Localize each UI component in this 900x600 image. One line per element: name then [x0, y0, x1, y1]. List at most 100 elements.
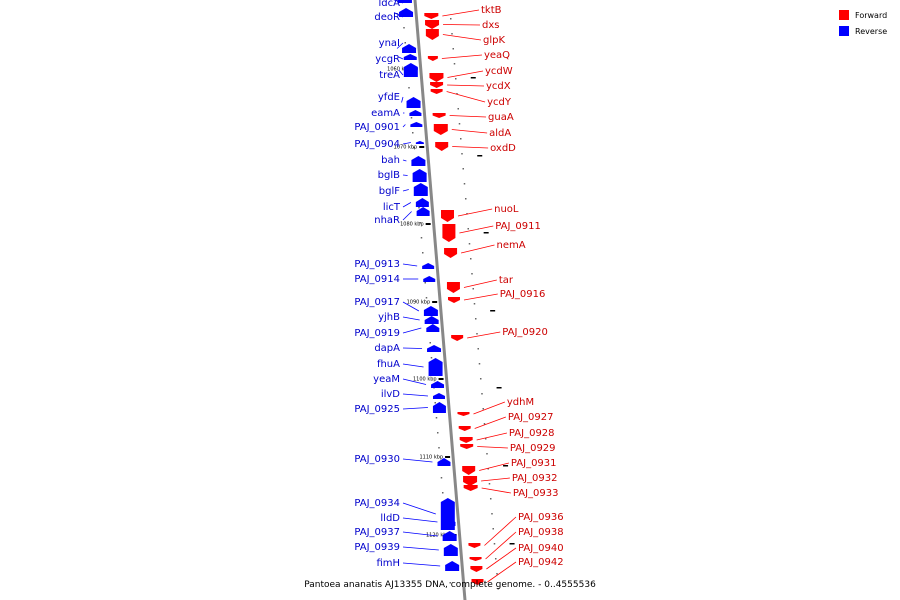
forward-gene-leader [484, 516, 517, 546]
marker-dot [496, 573, 498, 575]
reverse-gene-leader [402, 316, 420, 321]
reverse-gene-leader [398, 69, 404, 76]
reverse-gene-leader [402, 531, 438, 537]
marker-dot [482, 408, 484, 410]
forward-gene: tar [446, 275, 514, 293]
reverse-gene: PAJ_0913 [354, 259, 435, 270]
marker-dot [481, 393, 483, 395]
marker-dot [404, 42, 406, 44]
reverse-gene-label: yjhB [378, 312, 400, 323]
marker-dot [418, 207, 420, 209]
marker-dot [430, 357, 433, 359]
forward-gene-leader [446, 91, 486, 103]
tick-mark-right [483, 232, 489, 234]
reverse-gene-arrow [403, 54, 417, 60]
forward-gene-label: nuoL [494, 204, 519, 215]
forward-gene-label: PAJ_0938 [518, 527, 564, 538]
reverse-gene-label: eamA [371, 108, 400, 119]
forward-gene: PAJ_0911 [442, 221, 541, 242]
marker-dot [411, 132, 414, 134]
marker-dot [478, 363, 481, 365]
forward-gene-label: tktB [481, 5, 502, 16]
forward-gene-leader [443, 24, 480, 26]
reverse-gene: deoR [374, 8, 414, 23]
forward-gene-leader [442, 34, 482, 41]
reverse-gene: PAJ_0930 [354, 454, 451, 466]
reverse-gene-label: PAJ_0939 [354, 542, 400, 553]
reverse-gene: yfdE [378, 92, 421, 108]
reverse-gene: PAJ_0939 [354, 542, 458, 556]
reverse-gene-label: PAJ_0904 [354, 139, 400, 150]
forward-gene-label: ycdW [485, 66, 513, 77]
reverse-gene-arrow [413, 183, 428, 196]
reverse-gene-arrow [443, 544, 458, 556]
reverse-gene-leader [402, 202, 412, 208]
marker-dot [491, 513, 493, 515]
reverse-gene-leader [402, 301, 420, 312]
reverse-gene: ycgR [375, 54, 417, 65]
position-ticks: 1060 kbp 1070 kbp 1080 kbp 1090 kbp 1100 kbp… [387, 67, 515, 545]
reverse-gene-arrow [427, 345, 442, 352]
marker-dot [484, 438, 487, 440]
reverse-gene-leader [402, 189, 409, 192]
forward-gene-label: dxs [482, 20, 499, 31]
marker-dot [451, 33, 453, 35]
forward-gene-leader [451, 129, 488, 134]
reverse-gene-label: ycgR [375, 54, 400, 65]
reverse-gene-leader [402, 363, 424, 368]
forward-gene-leader [463, 293, 498, 301]
reverse-gene-leader [402, 378, 427, 385]
forward-gene-label: yeaQ [484, 50, 510, 61]
forward-gene-arrow [435, 142, 449, 151]
reverse-gene-label: nhaR [374, 215, 400, 226]
forward-gene-arrow [458, 426, 471, 431]
reverse-gene-label: licT [383, 202, 401, 213]
forward-gene-arrow [429, 73, 444, 82]
reverse-gene-arrow [423, 276, 436, 282]
reverse-gene-label: PAJ_0913 [354, 259, 400, 270]
forward-gene-arrow [440, 210, 454, 222]
forward-gene-label: aldA [489, 128, 511, 139]
forward-gene: nuoL [440, 204, 519, 222]
marker-dot [487, 468, 489, 470]
marker-dot [486, 453, 488, 455]
forward-gene-arrow [433, 124, 448, 135]
reverse-gene-leader [393, 0, 404, 4]
reverse-gene-label: fimH [376, 558, 400, 569]
forward-gene-leader [460, 244, 495, 254]
reverse-gene: ynaI [379, 38, 417, 53]
forward-gene-label: PAJ_0931 [511, 458, 557, 469]
tick-label: 1090 kbp [407, 300, 431, 306]
forward-gene-arrow [425, 20, 440, 29]
forward-gene-label: guaA [488, 112, 514, 123]
forward-gene-arrow [444, 248, 458, 258]
reverse-gene-leader [402, 347, 423, 349]
marker-dot [434, 402, 436, 404]
forward-gene-arrow [471, 579, 484, 585]
reverse-gene-arrow [412, 169, 427, 182]
reverse-gene-arrow [424, 316, 439, 324]
reverse-gene-leader [402, 393, 429, 397]
forward-gene: tktB [424, 5, 502, 19]
tick-mark-right [503, 465, 509, 467]
forward-gene-leader [487, 561, 517, 583]
tick-mark-right [496, 387, 502, 389]
marker-dot [456, 93, 458, 95]
reverse-gene: bglB [378, 169, 427, 182]
marker-dot [454, 78, 457, 80]
forward-gene-label: PAJ_0933 [513, 488, 559, 499]
tick-mark-right [470, 77, 476, 79]
forward-gene-label: glpK [483, 35, 505, 46]
forward-gene-arrow [469, 557, 482, 561]
forward-gene: ydhM [457, 397, 534, 416]
reverse-gene-arrow [415, 198, 429, 207]
forward-gene: PAJ_0933 [463, 485, 559, 499]
forward-gene-label: PAJ_0911 [495, 221, 541, 232]
marker-dot [476, 333, 478, 335]
forward-gene-arrow [430, 82, 444, 88]
forward-gene-leader [481, 477, 510, 482]
reverse-gene-arrow [406, 97, 421, 108]
forward-gene-arrow [424, 13, 439, 19]
forward-gene: ycdW [429, 66, 513, 82]
reverse-gene-label: fhuA [377, 359, 400, 370]
